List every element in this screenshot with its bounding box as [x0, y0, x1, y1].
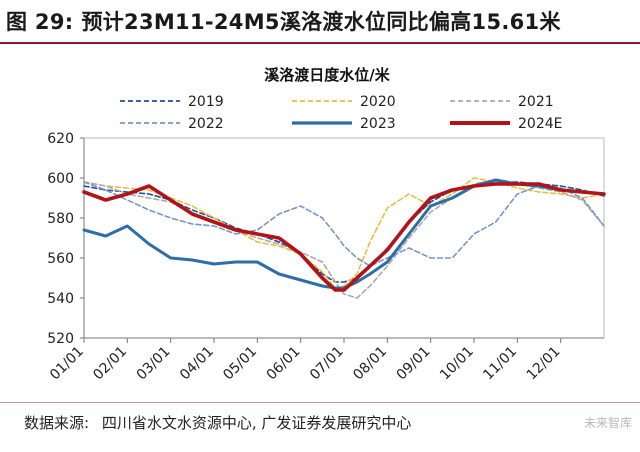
- series-line-2022: [83, 181, 605, 267]
- series-line-2020: [83, 177, 605, 289]
- x-tick-label: 08/01: [350, 344, 390, 384]
- legend-label-2021: 2021: [518, 94, 554, 110]
- x-tick-label: 02/01: [90, 344, 130, 384]
- y-tick-label: 620: [47, 131, 74, 147]
- chart-title: 溪洛渡日度水位/米: [264, 66, 390, 84]
- y-tick-label: 540: [47, 291, 74, 307]
- legend-label-2024E: 2024E: [518, 116, 562, 132]
- x-tick-label: 01/01: [47, 344, 87, 384]
- figure-title-text: 预计23M11-24M5溪洛渡水位同比偏高15.61米: [81, 10, 561, 34]
- x-tick-label: 11/01: [480, 344, 520, 384]
- source-value: 四川省水文水资源中心, 广发证券发展研究中心: [101, 414, 412, 432]
- figure-label: 图 29:: [6, 10, 74, 34]
- watermark: 未来智库: [583, 416, 632, 430]
- y-tick-label: 600: [47, 171, 74, 187]
- x-tick-label: 09/01: [394, 344, 434, 384]
- figure-title: 图 29: 预计23M11-24M5溪洛渡水位同比偏高15.61米: [6, 2, 634, 40]
- legend: 2019 2020 2021 2022 2023 2024E: [120, 94, 562, 132]
- x-tick-label: 05/01: [220, 344, 260, 384]
- y-tick-label: 580: [47, 211, 74, 227]
- y-tick-label: 520: [47, 331, 74, 347]
- legend-label-2022: 2022: [188, 116, 224, 132]
- x-tick-label: 10/01: [437, 344, 477, 384]
- series-line-2021: [83, 179, 605, 299]
- source-rule: [0, 402, 640, 403]
- source-label: 数据来源:: [24, 414, 90, 432]
- y-tick-label: 560: [47, 251, 74, 267]
- series-line-2024E: [82, 182, 606, 292]
- x-tick-label: 07/01: [307, 344, 347, 384]
- x-tick-label: 04/01: [177, 344, 217, 384]
- legend-label-2023: 2023: [360, 116, 396, 132]
- x-tick-label: 06/01: [264, 344, 304, 384]
- axes: 520 540 560 580 600 620 01/01 02/01 03/01 04/01 05…: [47, 131, 605, 384]
- title-rule: [0, 42, 640, 44]
- source-note: 数据来源: 四川省水文水资源中心, 广发证券发展研究中心: [24, 412, 411, 433]
- series-layer: [82, 177, 606, 299]
- series-line-2019: [83, 181, 605, 283]
- x-tick-label: 12/01: [524, 344, 564, 384]
- legend-label-2020: 2020: [360, 94, 396, 110]
- legend-label-2019: 2019: [188, 94, 224, 110]
- x-tick-label: 03/01: [134, 344, 174, 384]
